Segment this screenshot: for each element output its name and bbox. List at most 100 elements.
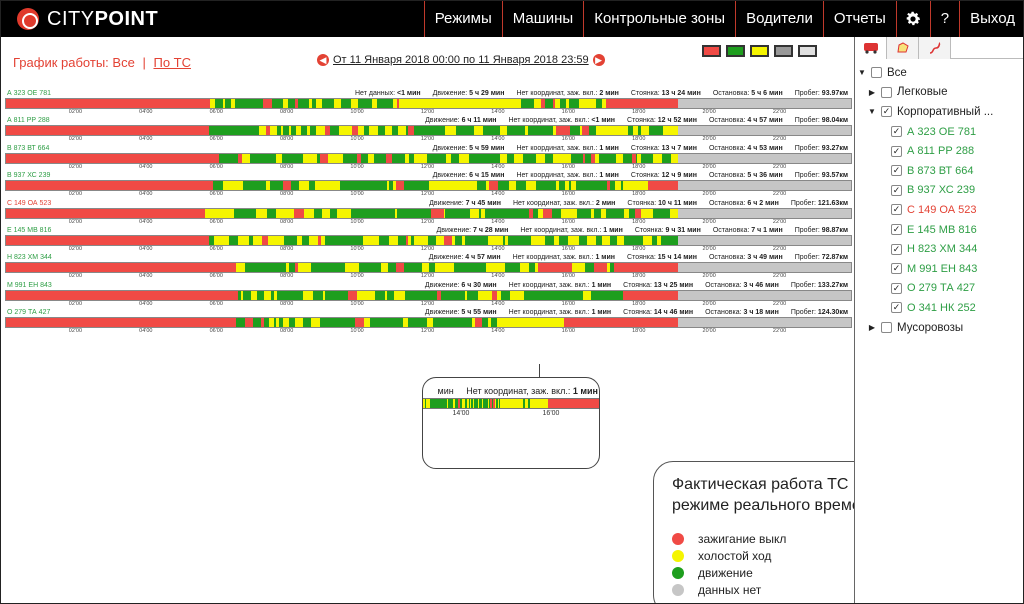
vehicle-plate[interactable]: Н 823 ХМ 344 bbox=[7, 254, 52, 262]
timeline-segment bbox=[661, 126, 665, 136]
timeline-bar[interactable] bbox=[5, 289, 852, 301]
nav-modes[interactable]: Режимы bbox=[423, 1, 502, 37]
vehicle-plate[interactable]: А 323 ОЕ 781 bbox=[7, 90, 51, 97]
stat-value: 1 мин bbox=[599, 172, 619, 180]
tree-vehicle-item[interactable]: ✓ О 279 ТА 427 bbox=[855, 279, 1023, 299]
filter-no-data[interactable] bbox=[774, 45, 793, 57]
tree-checkbox[interactable]: ✓ bbox=[891, 145, 902, 157]
tab-routes[interactable] bbox=[919, 37, 951, 59]
nav-reports[interactable]: Отчеты bbox=[822, 1, 896, 37]
timeline-bar[interactable] bbox=[5, 207, 852, 219]
vehicle-plate[interactable]: Е 145 МВ 816 bbox=[7, 226, 52, 234]
tree-checkbox[interactable]: ✓ bbox=[891, 204, 902, 216]
caret-down-icon[interactable]: ▼ bbox=[858, 68, 866, 78]
schedule-by-vehicle-link[interactable]: По ТС bbox=[153, 55, 191, 70]
timeline-bar[interactable] bbox=[5, 152, 852, 164]
tree-checkbox[interactable]: ✓ bbox=[891, 263, 902, 275]
caret-down-icon[interactable]: ▼ bbox=[868, 107, 876, 117]
timeline-segment bbox=[283, 208, 292, 218]
zoom-cut-text: мин bbox=[437, 386, 454, 396]
tree-group[interactable]: ▶ Мусоровозы bbox=[855, 318, 1023, 338]
timeline-segment bbox=[6, 263, 236, 273]
schedule-all-link[interactable]: Все bbox=[112, 55, 135, 70]
tab-vehicles[interactable] bbox=[855, 37, 887, 59]
timeline-bar[interactable] bbox=[5, 180, 852, 192]
timeline-bar[interactable] bbox=[5, 98, 852, 109]
timeline-bar[interactable] bbox=[5, 125, 852, 137]
timeline-segment bbox=[579, 99, 587, 108]
timeline-segment bbox=[432, 290, 439, 300]
tree-checkbox[interactable]: ✓ bbox=[891, 282, 902, 294]
tree-vehicle-item[interactable]: ✓ Е 145 МВ 816 bbox=[855, 220, 1023, 240]
stat-item: Нет координат, заж. вкл.: 1 мин bbox=[509, 282, 611, 289]
timeline-segment bbox=[280, 126, 284, 136]
stat-item: Движение: 6 ч 11 мин bbox=[425, 117, 496, 124]
logo[interactable]: CITYPOINT bbox=[17, 1, 158, 37]
caret-right-icon[interactable]: ▶ bbox=[868, 323, 876, 333]
timeline-segment bbox=[530, 99, 535, 108]
nav-vehicles[interactable]: Машины bbox=[501, 1, 583, 37]
tree-checkbox[interactable]: ✓ bbox=[881, 106, 892, 118]
filter-ignition-off[interactable] bbox=[702, 45, 721, 57]
tick-label: 08'00 bbox=[280, 163, 294, 170]
tree-vehicle-item[interactable]: ✓ А 323 ОЕ 781 bbox=[855, 122, 1023, 142]
timeline-bar[interactable] bbox=[5, 317, 852, 329]
timeline-segment bbox=[591, 208, 595, 218]
logout-button[interactable]: Выход bbox=[959, 1, 1023, 37]
settings-button[interactable] bbox=[895, 1, 930, 37]
timeline-segment bbox=[491, 399, 494, 408]
timeline-segment bbox=[240, 290, 244, 300]
tree-group[interactable]: ▶ Легковые bbox=[855, 83, 1023, 103]
tree-vehicle-item[interactable]: ✓ О 341 НК 252 bbox=[855, 298, 1023, 318]
tree-checkbox[interactable] bbox=[881, 86, 892, 98]
timeline-bar[interactable] bbox=[5, 262, 852, 274]
tree-checkbox[interactable]: ✓ bbox=[891, 302, 902, 314]
tree-label: Все bbox=[887, 66, 907, 79]
tree-vehicle-item[interactable]: ✓ В 873 ВТ 664 bbox=[855, 161, 1023, 181]
tab-zones[interactable] bbox=[887, 37, 919, 59]
filter-all[interactable] bbox=[798, 45, 817, 57]
timeline-bar[interactable] bbox=[5, 234, 852, 246]
help-button[interactable]: ? bbox=[929, 1, 959, 37]
nav-drivers[interactable]: Водители bbox=[735, 1, 823, 37]
arrow-right-icon[interactable]: ▶ bbox=[592, 54, 605, 66]
nav-control-zones[interactable]: Контрольные зоны bbox=[583, 1, 735, 37]
tree-checkbox[interactable]: ✓ bbox=[891, 165, 902, 177]
tree-vehicle-item[interactable]: ✓ В 937 ХС 239 bbox=[855, 181, 1023, 201]
timeline-segment bbox=[474, 318, 483, 328]
timeline-segment bbox=[439, 399, 441, 408]
tree-group[interactable]: ▼ ✓ Корпоративный ... bbox=[855, 102, 1023, 122]
timeline-segment bbox=[455, 126, 463, 136]
vehicle-plate[interactable]: В 873 ВТ 664 bbox=[7, 144, 50, 152]
tree-checkbox[interactable]: ✓ bbox=[891, 184, 902, 196]
tree-checkbox[interactable] bbox=[881, 322, 892, 334]
tree-checkbox[interactable] bbox=[871, 67, 882, 79]
timeline-segment bbox=[238, 263, 246, 273]
date-range-text[interactable]: От 11 Января 2018 00:00 по 11 Января 201… bbox=[333, 54, 589, 66]
vehicle-plate[interactable]: О 279 ТА 427 bbox=[7, 309, 51, 317]
timeline-segment bbox=[408, 126, 415, 136]
vehicle-plate[interactable]: В 937 ХС 239 bbox=[7, 172, 51, 180]
vehicle-plate[interactable]: М 991 ЕН 843 bbox=[7, 281, 52, 289]
tick-label: 14'00 bbox=[491, 273, 505, 280]
arrow-left-icon[interactable]: ◀ bbox=[317, 54, 329, 66]
filter-moving[interactable] bbox=[726, 45, 745, 57]
timeline-segment bbox=[367, 153, 375, 163]
vehicle-plate[interactable]: А 811 РР 288 bbox=[7, 117, 50, 125]
tree-checkbox[interactable]: ✓ bbox=[891, 126, 902, 138]
timeline-segment bbox=[454, 399, 458, 408]
tree-vehicle-item[interactable]: ✓ А 811 РР 288 bbox=[855, 141, 1023, 161]
stat-value: 121.63км bbox=[817, 199, 848, 207]
tree-checkbox[interactable]: ✓ bbox=[891, 243, 902, 255]
filter-idle[interactable] bbox=[750, 45, 769, 57]
tick-label: 20'00 bbox=[702, 273, 716, 280]
tick-label: 20'00 bbox=[702, 136, 716, 143]
tree-checkbox[interactable]: ✓ bbox=[891, 224, 902, 236]
vehicle-plate[interactable]: С 149 ОА 523 bbox=[7, 199, 52, 207]
tree-root-all[interactable]: ▼ Все bbox=[855, 63, 1023, 83]
stat-label: Остановка: bbox=[705, 309, 744, 317]
tree-vehicle-item[interactable]: ✓ М 991 ЕН 843 bbox=[855, 259, 1023, 279]
caret-right-icon[interactable]: ▶ bbox=[868, 87, 876, 97]
tree-vehicle-item[interactable]: ✓ С 149 ОА 523 bbox=[855, 200, 1023, 220]
tree-vehicle-item[interactable]: ✓ Н 823 ХМ 344 bbox=[855, 239, 1023, 259]
